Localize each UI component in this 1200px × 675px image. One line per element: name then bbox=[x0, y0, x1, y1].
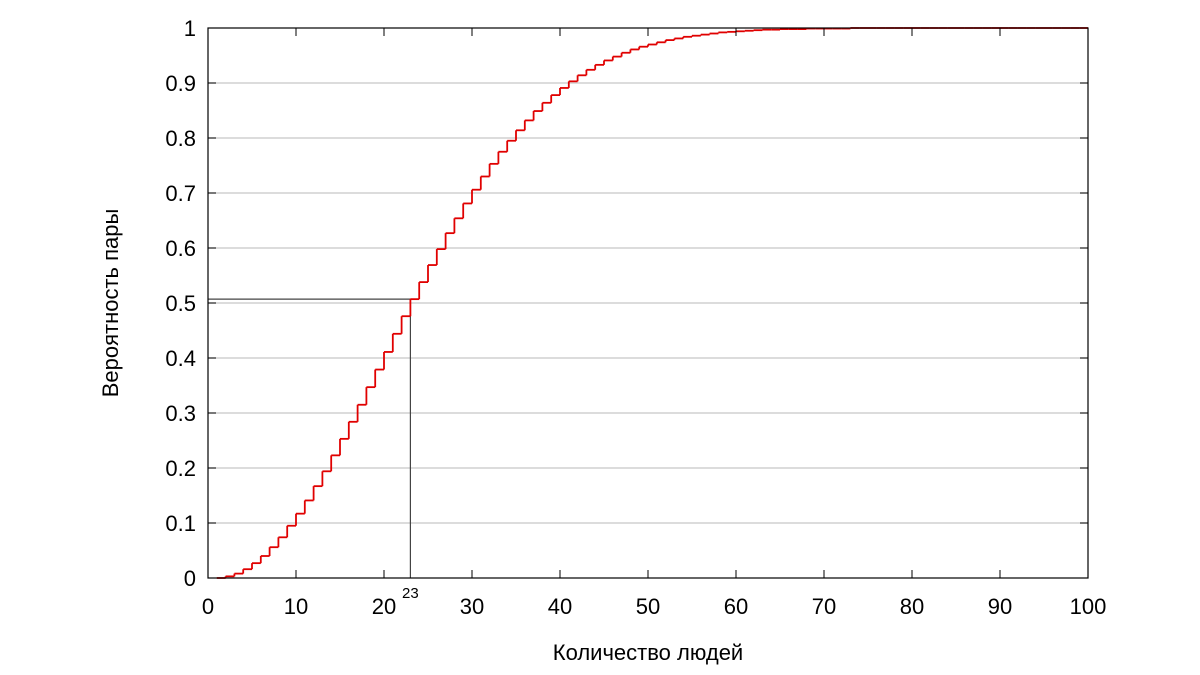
y-tick-label: 0.1 bbox=[165, 511, 196, 536]
y-tick-label: 0.8 bbox=[165, 126, 196, 151]
y-tick-label: 0.9 bbox=[165, 71, 196, 96]
x-tick-label: 90 bbox=[988, 594, 1012, 619]
x-tick-label: 40 bbox=[548, 594, 572, 619]
y-tick-label: 0.7 bbox=[165, 181, 196, 206]
x-axis-title: Количество людей bbox=[553, 640, 743, 665]
y-tick-label: 0.3 bbox=[165, 401, 196, 426]
x-tick-label: 20 bbox=[372, 594, 396, 619]
y-tick-label: 0.4 bbox=[165, 346, 196, 371]
x-tick-label: 0 bbox=[202, 594, 214, 619]
grid-lines bbox=[208, 82, 1088, 524]
annotation-label: 23 bbox=[402, 585, 419, 602]
axis-ticks: 00.10.20.30.40.50.60.70.80.910 10 20 30 40 50… bbox=[165, 16, 1106, 619]
y-tick-label: 0.2 bbox=[165, 456, 196, 481]
y-tick-label: 0 bbox=[184, 566, 196, 591]
y-tick-label: 1 bbox=[184, 16, 196, 41]
x-tick-label: 10 bbox=[284, 594, 308, 619]
y-axis-title: Вероятность пары bbox=[98, 209, 123, 398]
annotation-lines bbox=[208, 298, 411, 578]
x-tick-label: 70 bbox=[812, 594, 836, 619]
x-tick-label: 100 bbox=[1070, 594, 1107, 619]
x-tick-label: 30 bbox=[460, 594, 484, 619]
x-tick-label: 50 bbox=[636, 594, 660, 619]
y-tick-label: 0.5 bbox=[165, 291, 196, 316]
y-tick-label: 0.6 bbox=[165, 236, 196, 261]
x-tick-label: 60 bbox=[724, 594, 748, 619]
x-tick-label: 80 bbox=[900, 594, 924, 619]
